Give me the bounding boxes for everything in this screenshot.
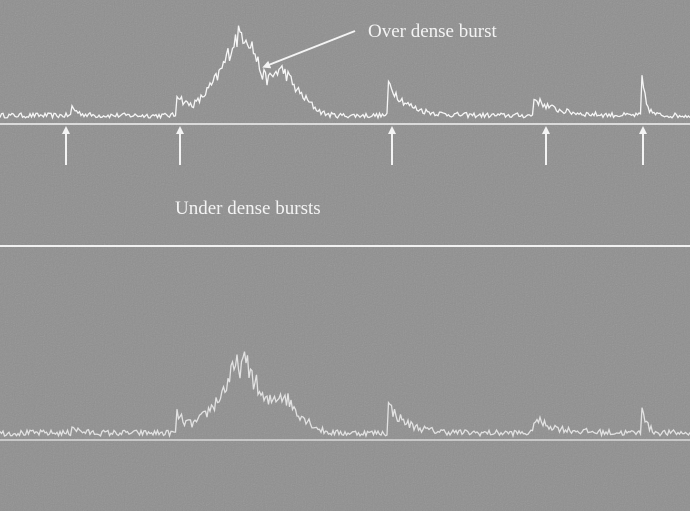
annotation: Over dense burst [368,21,497,42]
burst-arrows [62,30,647,165]
traces [0,25,690,439]
signal-trace [0,25,690,120]
arrow [262,30,356,69]
signal-trace [0,351,690,439]
annotation: Under dense bursts [175,198,321,219]
